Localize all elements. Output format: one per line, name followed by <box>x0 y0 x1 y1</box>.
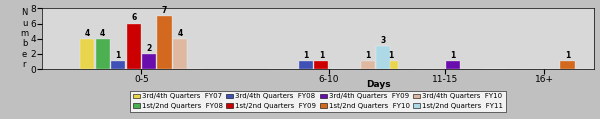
Y-axis label: N
u
m
b
e
r: N u m b e r <box>20 8 29 69</box>
Bar <box>95 39 110 69</box>
Text: 1: 1 <box>388 51 394 60</box>
Bar <box>361 61 375 69</box>
Bar <box>157 16 172 69</box>
Text: 7: 7 <box>162 6 167 15</box>
Text: 4: 4 <box>178 29 182 37</box>
Bar <box>127 24 141 69</box>
Bar <box>446 61 460 69</box>
Text: 1: 1 <box>303 51 308 60</box>
Text: 4: 4 <box>85 29 90 37</box>
Bar <box>111 61 125 69</box>
Bar <box>299 61 313 69</box>
Text: 1: 1 <box>116 51 121 60</box>
Text: 4: 4 <box>100 29 106 37</box>
Bar <box>376 46 390 69</box>
Text: 2: 2 <box>146 44 152 53</box>
Text: 6: 6 <box>131 13 136 22</box>
Bar <box>80 39 94 69</box>
Bar <box>384 61 398 69</box>
Text: 1: 1 <box>565 51 570 60</box>
Bar <box>173 39 187 69</box>
Bar <box>560 61 575 69</box>
Text: 1: 1 <box>319 51 324 60</box>
Bar <box>142 54 156 69</box>
Legend: 3rd/4th Quarters  FY07, 1st/2nd Quarters  FY08, 3rd/4th Quarters  FY08, 1st/2nd : 3rd/4th Quarters FY07, 1st/2nd Quarters … <box>130 91 506 112</box>
Text: 3: 3 <box>380 36 386 45</box>
Text: 1: 1 <box>365 51 370 60</box>
Text: 1: 1 <box>450 51 455 60</box>
Bar <box>314 61 328 69</box>
Text: Days: Days <box>367 80 391 89</box>
